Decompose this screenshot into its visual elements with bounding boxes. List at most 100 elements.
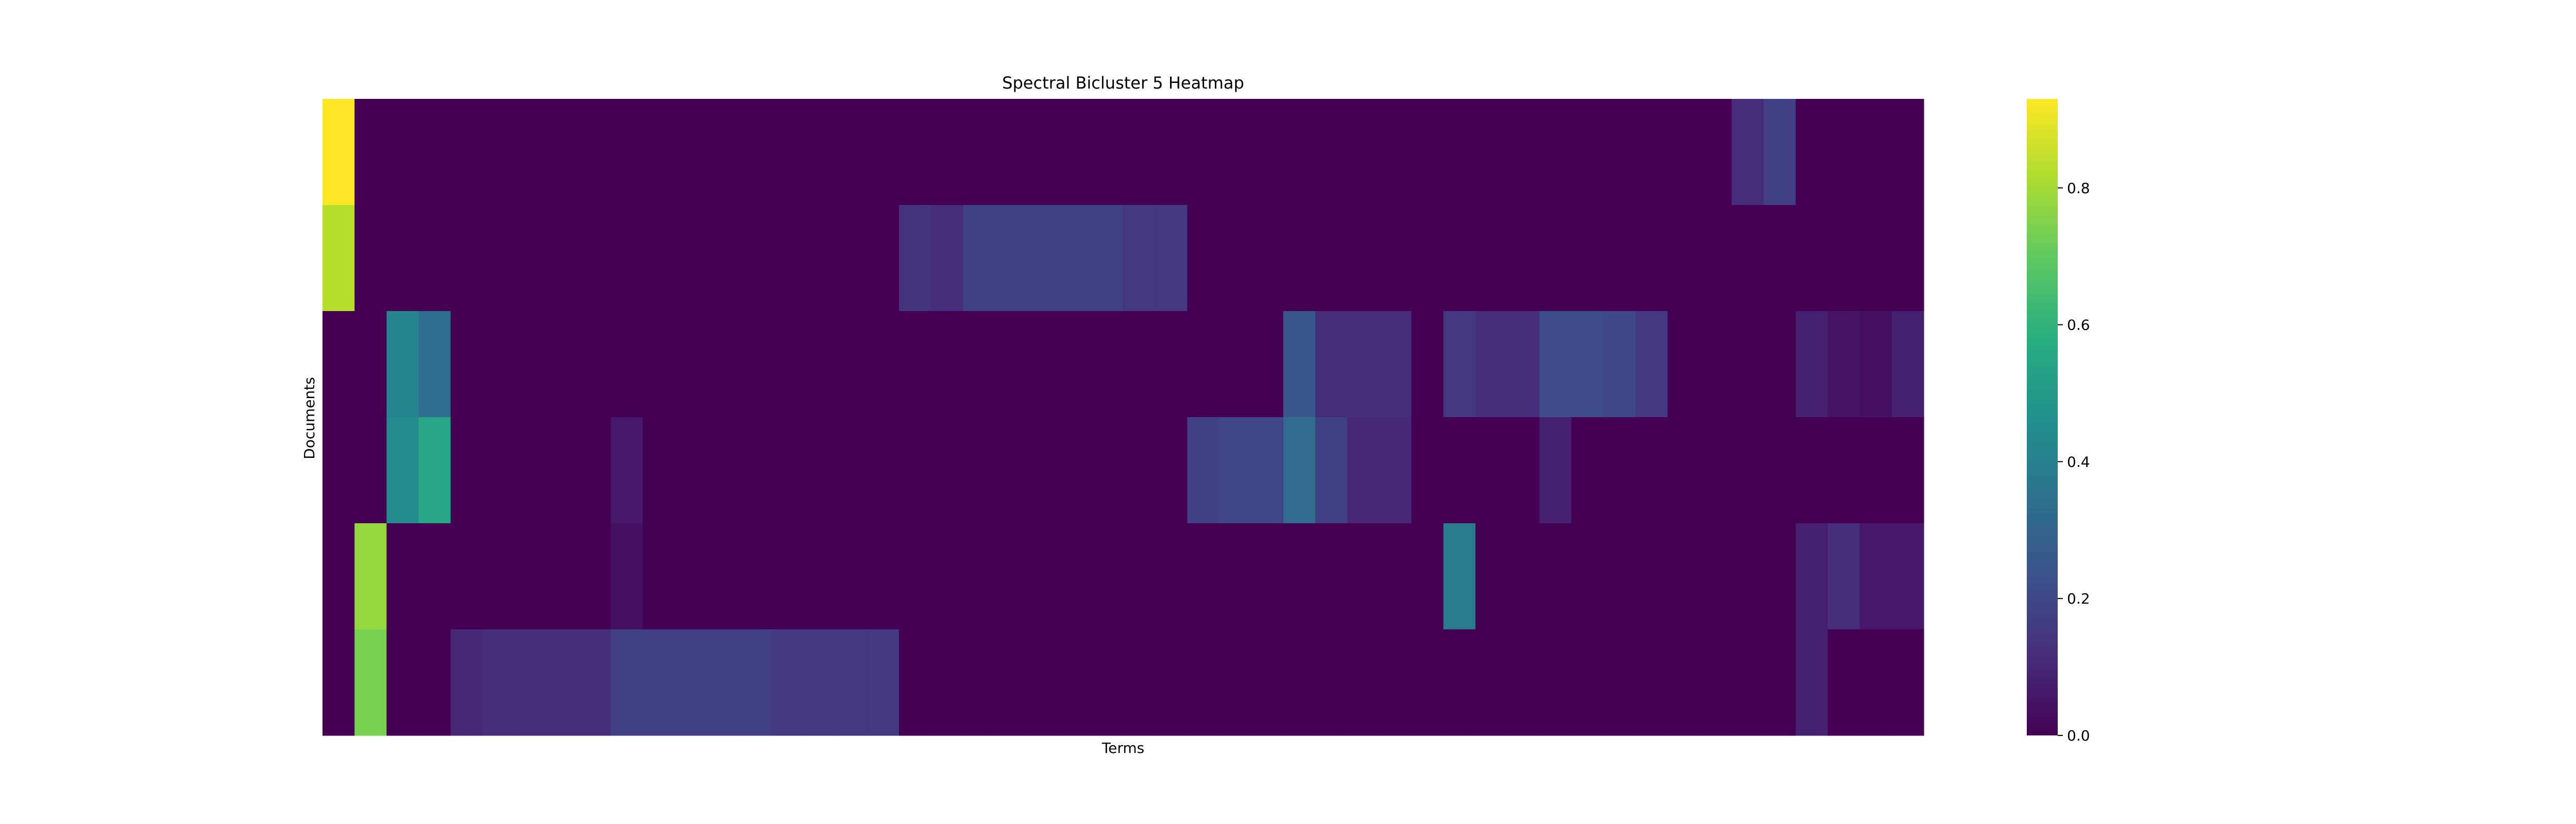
heatmap-cell — [1091, 417, 1124, 524]
heatmap-cell — [418, 205, 451, 312]
heatmap-cell — [931, 311, 963, 418]
heatmap-cell — [1635, 417, 1668, 524]
heatmap-cell — [899, 417, 931, 524]
heatmap-cell — [354, 629, 387, 736]
heatmap-cell — [1027, 417, 1060, 524]
heatmap-cell — [706, 523, 739, 630]
heatmap-cell — [579, 629, 612, 736]
heatmap-cell — [674, 629, 707, 736]
heatmap-cell — [1283, 523, 1316, 630]
heatmap-cell — [1891, 311, 1924, 418]
heatmap-cell — [1443, 311, 1476, 418]
heatmap-cell — [323, 417, 355, 524]
heatmap-cell — [418, 417, 451, 524]
heatmap-cell — [1251, 311, 1284, 418]
heatmap-cell — [1699, 311, 1732, 418]
heatmap-cell — [386, 311, 419, 418]
heatmap-cell — [1155, 311, 1188, 418]
heatmap-cell — [386, 417, 419, 524]
heatmap-cell — [674, 311, 707, 418]
heatmap-cell — [739, 205, 771, 312]
heatmap-cell — [1283, 417, 1316, 524]
heatmap-cell — [547, 205, 579, 312]
chart-title: Spectral Bicluster 5 Heatmap — [1002, 73, 1244, 93]
heatmap-cell — [1539, 523, 1572, 630]
heatmap-cell — [1571, 629, 1604, 736]
heatmap-cell — [995, 99, 1028, 205]
heatmap-cell — [1732, 311, 1764, 418]
heatmap-cell — [1315, 99, 1348, 205]
heatmap-cell — [739, 629, 771, 736]
heatmap-cell — [1859, 417, 1892, 524]
heatmap-cell — [1635, 205, 1668, 312]
heatmap-cell — [1475, 417, 1508, 524]
heatmap-cell — [1347, 523, 1380, 630]
heatmap-cell — [1603, 311, 1636, 418]
heatmap-cell — [739, 523, 771, 630]
heatmap-cell — [1155, 417, 1188, 524]
heatmap-cell — [1379, 311, 1412, 418]
heatmap-cell — [611, 99, 643, 205]
heatmap-cell — [1827, 629, 1860, 736]
heatmap-cell — [482, 629, 515, 736]
heatmap-cell — [1123, 629, 1156, 736]
heatmap-cell — [1187, 311, 1220, 418]
heatmap-cell — [579, 311, 612, 418]
heatmap-cell — [1699, 205, 1732, 312]
heatmap-cell — [706, 629, 739, 736]
heatmap-cell — [803, 205, 836, 312]
heatmap-cell — [931, 99, 963, 205]
heatmap-cell — [547, 629, 579, 736]
heatmap-cell — [418, 311, 451, 418]
heatmap-cell — [1059, 205, 1092, 312]
heatmap-cell — [1539, 205, 1572, 312]
heatmap-cell — [1027, 629, 1060, 736]
heatmap-cell — [1123, 99, 1156, 205]
heatmap-cell — [835, 99, 868, 205]
heatmap-cell — [1475, 629, 1508, 736]
heatmap-cell — [674, 523, 707, 630]
heatmap-cell — [354, 417, 387, 524]
heatmap-cell — [579, 523, 612, 630]
heatmap-cell — [1059, 417, 1092, 524]
heatmap-cell — [1347, 99, 1380, 205]
heatmap-cell — [579, 417, 612, 524]
colorbar-gradient — [2027, 99, 2058, 735]
heatmap-cell — [1891, 629, 1924, 736]
heatmap-cell — [1635, 311, 1668, 418]
heatmap-cell — [1187, 205, 1220, 312]
heatmap-cell — [1827, 205, 1860, 312]
heatmap-cell — [482, 417, 515, 524]
heatmap-cell — [450, 205, 483, 312]
heatmap-cell — [1699, 417, 1732, 524]
heatmap-cell — [1187, 629, 1220, 736]
heatmap-cell — [867, 205, 900, 312]
heatmap-cell — [1251, 205, 1284, 312]
heatmap-cell — [1315, 205, 1348, 312]
heatmap-cell — [1827, 99, 1860, 205]
heatmap-cell — [1443, 629, 1476, 736]
heatmap-cell — [1667, 523, 1700, 630]
heatmap-cell — [354, 523, 387, 630]
heatmap-cell — [1764, 523, 1796, 630]
heatmap-cell — [867, 629, 900, 736]
heatmap-cell — [1827, 523, 1860, 630]
heatmap-cell — [1411, 629, 1444, 736]
heatmap-cell — [963, 311, 995, 418]
heatmap-cell — [514, 417, 547, 524]
heatmap-cell — [1699, 629, 1732, 736]
heatmap-cell — [931, 205, 963, 312]
heatmap-cell — [1315, 417, 1348, 524]
heatmap-cell — [1283, 205, 1316, 312]
heatmap-cell — [1795, 523, 1828, 630]
heatmap-cell — [1379, 629, 1412, 736]
heatmap-cell — [803, 99, 836, 205]
heatmap-cell — [386, 629, 419, 736]
heatmap-cell — [995, 311, 1028, 418]
heatmap-cell — [1507, 629, 1540, 736]
heatmap-cell — [1507, 99, 1540, 205]
heatmap-cell — [1443, 417, 1476, 524]
heatmap-cell — [771, 205, 803, 312]
heatmap-cell — [1379, 523, 1412, 630]
heatmap-cell — [354, 99, 387, 205]
